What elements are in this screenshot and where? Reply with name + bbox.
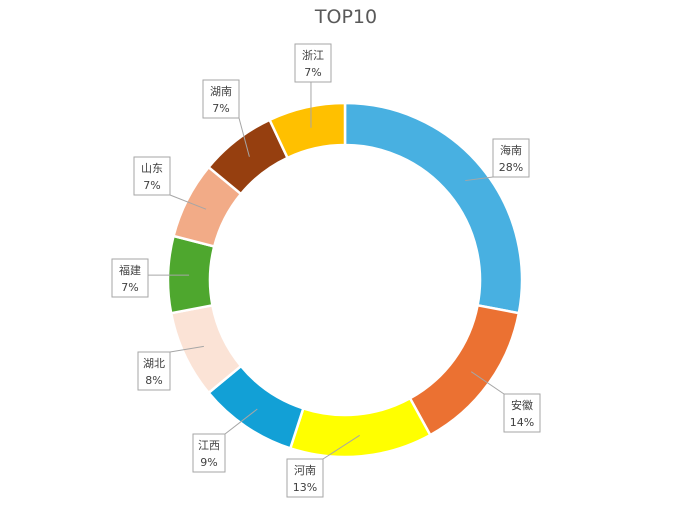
callout-box-6 [133,156,171,196]
chart-title: TOP10 [314,6,378,28]
slice-label-5: 福建 [119,263,141,277]
leader-line-2 [322,434,360,460]
slice-percent-1: 14% [510,416,534,429]
leader-line-6 [169,194,207,210]
slice-label-6: 山东 [141,162,163,175]
slice-percent-4: 8% [145,374,162,387]
slice-percent-5: 7% [121,281,138,294]
slice-8 [267,101,347,160]
slice-1 [408,303,521,437]
slice-percent-3: 9% [200,456,217,469]
slice-2 [288,396,432,459]
callout-box-2 [286,458,324,498]
slice-label-0: 海南 [500,143,522,157]
slice-percent-8: 7% [304,66,321,79]
leader-line-3 [224,408,258,435]
callout-box-7 [202,79,240,119]
leader-line-1 [470,371,505,395]
slice-label-2: 河南 [294,464,316,477]
slice-percent-6: 7% [143,179,160,192]
slice-label-4: 湖北 [143,357,165,370]
slice-label-1: 安徽 [511,398,533,412]
callout-box-5 [111,258,149,298]
slice-label-8: 浙江 [302,49,324,62]
leader-line-4 [169,345,204,353]
leader-line-0 [465,176,494,182]
callout-box-8 [294,43,332,83]
callout-box-0 [492,138,530,178]
callout-box-4 [137,351,171,391]
callout-box-3 [192,433,226,473]
slice-percent-2: 13% [293,481,317,494]
slice-0 [343,101,524,315]
slice-label-3: 江西 [198,439,220,452]
leader-line-7 [238,117,250,157]
slice-5 [166,234,216,315]
slice-label-7: 湖南 [210,85,232,98]
slice-percent-0: 28% [499,161,523,174]
callout-box-1 [503,393,541,433]
slice-percent-7: 7% [212,102,229,115]
